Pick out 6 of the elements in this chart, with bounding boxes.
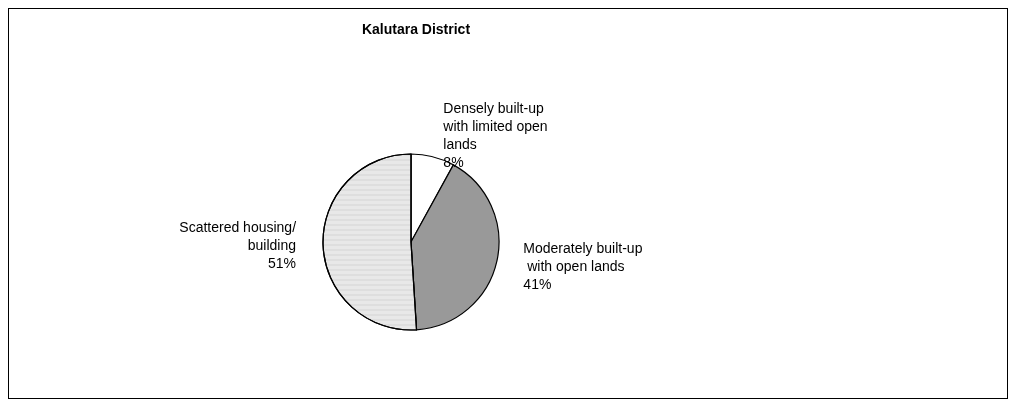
slice-label: Moderately built-up with open lands (523, 240, 643, 274)
chart-title: Kalutara District (361, 21, 471, 37)
slice-label: Scattered housing/building (179, 219, 297, 254)
data-label: 41% (523, 276, 552, 292)
slice-label: Densely built-up with limited open lands (442, 100, 552, 153)
data-label: 51% (268, 255, 297, 272)
